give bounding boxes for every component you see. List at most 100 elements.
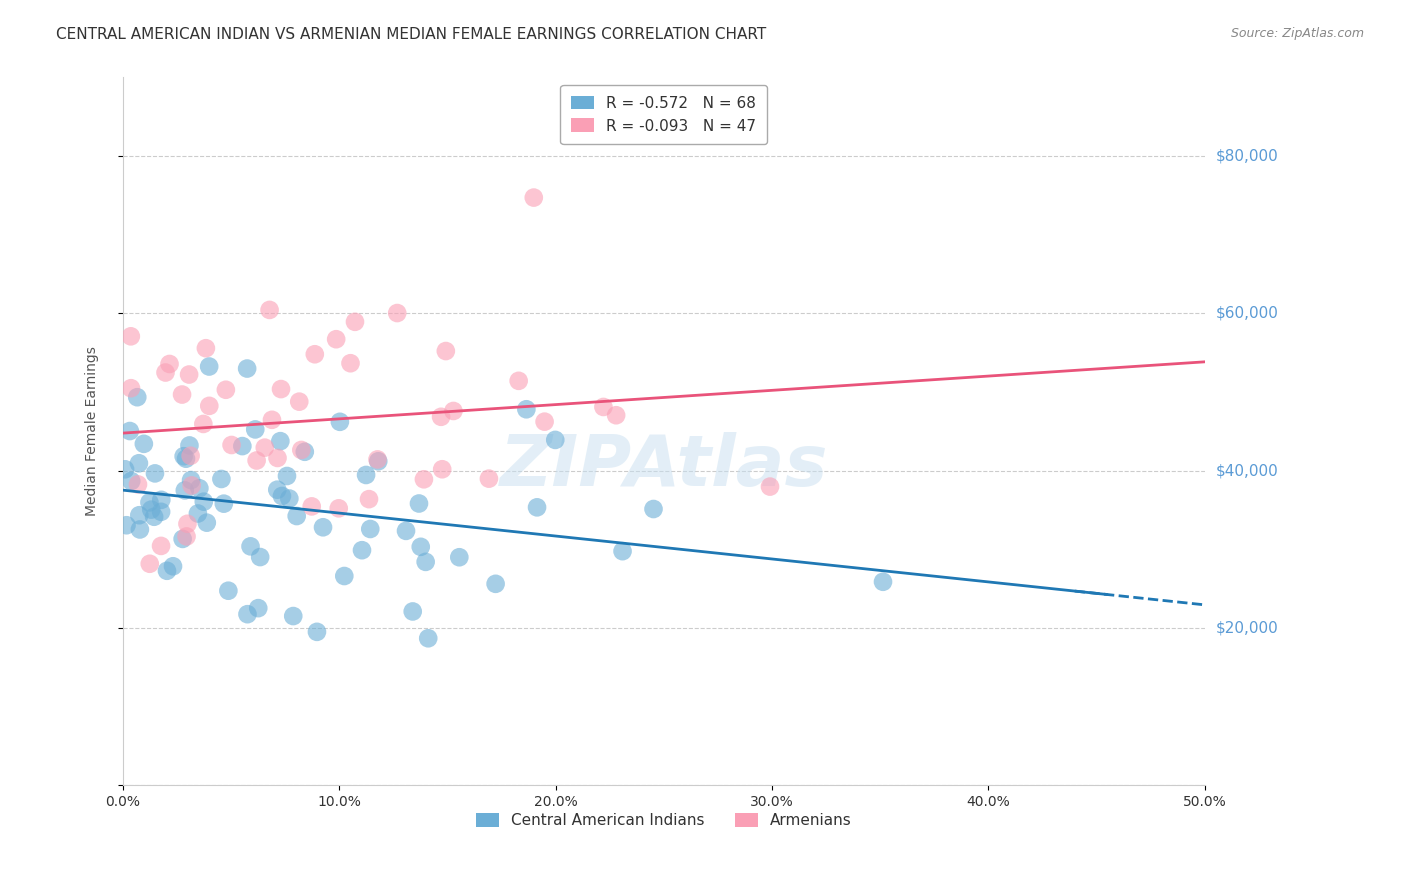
Point (418, 632, 440, 646)
Point (259, 302, 281, 317)
Point (128, 456, 150, 470)
Point (162, 559, 184, 574)
Point (198, 359, 221, 374)
Point (415, 555, 437, 569)
Point (357, 492, 380, 507)
Point (179, 368, 201, 382)
Point (402, 604, 425, 618)
Point (247, 601, 270, 615)
Point (212, 497, 235, 511)
Point (872, 574, 894, 589)
Point (508, 374, 530, 388)
Point (333, 569, 356, 583)
Point (150, 505, 173, 519)
Point (283, 609, 305, 624)
Point (141, 502, 163, 516)
Point (478, 472, 501, 486)
Point (174, 451, 197, 466)
Point (120, 381, 142, 395)
Legend: Central American Indians, Armenians: Central American Indians, Armenians (470, 806, 858, 834)
Point (312, 520, 335, 534)
Point (253, 441, 276, 455)
Point (449, 550, 471, 565)
Point (260, 413, 283, 427)
Point (432, 462, 454, 476)
Point (193, 494, 215, 508)
Point (526, 500, 548, 515)
Point (278, 491, 301, 506)
Point (325, 332, 347, 346)
Point (269, 434, 291, 449)
Point (304, 347, 326, 361)
Point (328, 501, 350, 516)
Text: $40,000: $40,000 (1216, 463, 1278, 478)
Point (288, 394, 311, 409)
Point (359, 522, 381, 536)
Point (143, 509, 166, 524)
Point (127, 390, 149, 404)
Point (366, 452, 388, 467)
Point (271, 489, 294, 503)
Point (179, 438, 201, 452)
Point (533, 415, 555, 429)
Text: Source: ZipAtlas.com: Source: ZipAtlas.com (1230, 27, 1364, 40)
Point (176, 516, 198, 531)
Point (236, 361, 259, 376)
Point (485, 577, 508, 591)
Point (170, 387, 193, 401)
Text: $20,000: $20,000 (1216, 620, 1278, 635)
Point (195, 516, 218, 530)
Text: $60,000: $60,000 (1216, 306, 1278, 321)
Point (118, 424, 141, 438)
Point (120, 329, 142, 343)
Point (266, 483, 288, 497)
Point (198, 399, 221, 413)
Point (209, 472, 232, 486)
Point (515, 402, 537, 417)
Point (180, 449, 202, 463)
Point (544, 433, 567, 447)
Point (155, 366, 177, 380)
Point (193, 417, 215, 431)
Point (301, 500, 323, 514)
Point (246, 453, 269, 467)
Point (127, 477, 149, 491)
Point (180, 478, 202, 492)
Point (285, 509, 308, 524)
Point (409, 540, 432, 554)
Point (138, 495, 160, 509)
Point (115, 518, 138, 533)
Text: ZIPAtlas: ZIPAtlas (499, 432, 828, 501)
Point (139, 557, 162, 571)
Point (266, 450, 288, 465)
Point (276, 469, 298, 483)
Point (150, 539, 173, 553)
Point (305, 624, 328, 639)
Point (329, 415, 352, 429)
Point (592, 400, 614, 414)
Point (173, 483, 195, 498)
Point (643, 502, 665, 516)
Point (294, 444, 316, 458)
Point (143, 467, 166, 481)
Point (395, 524, 418, 538)
Point (759, 480, 782, 494)
Point (188, 481, 211, 495)
Point (128, 523, 150, 537)
Point (343, 315, 366, 329)
Point (387, 306, 409, 320)
Point (434, 344, 457, 359)
Y-axis label: Median Female Earnings: Median Female Earnings (86, 346, 100, 516)
Text: $80,000: $80,000 (1216, 149, 1278, 163)
Point (239, 540, 262, 554)
Point (350, 543, 373, 558)
Point (176, 529, 198, 543)
Point (114, 462, 136, 476)
Point (172, 532, 194, 546)
Point (187, 507, 209, 521)
Point (245, 422, 267, 436)
Point (215, 383, 238, 397)
Point (236, 607, 259, 622)
Text: CENTRAL AMERICAN INDIAN VS ARMENIAN MEDIAN FEMALE EARNINGS CORRELATION CHART: CENTRAL AMERICAN INDIAN VS ARMENIAN MEDI… (56, 27, 766, 42)
Point (605, 409, 627, 423)
